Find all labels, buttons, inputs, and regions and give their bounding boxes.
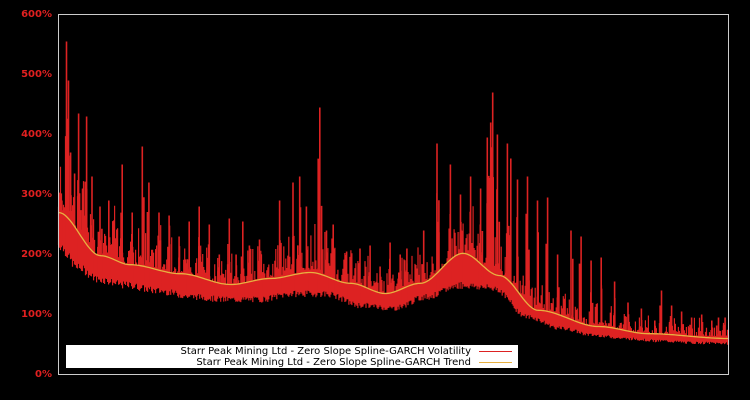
- y-tick-label: 100%: [21, 309, 52, 320]
- y-tick-label: 0%: [35, 369, 52, 380]
- y-tick-label: 400%: [21, 129, 52, 140]
- y-tick-label: 300%: [21, 189, 52, 200]
- legend-label: Starr Peak Mining Ltd - Zero Slope Splin…: [196, 357, 471, 368]
- legend-item-trend: Starr Peak Mining Ltd - Zero Slope Splin…: [196, 357, 512, 368]
- trend-line: [58, 211, 729, 340]
- legend-label: Starr Peak Mining Ltd - Zero Slope Splin…: [180, 346, 471, 357]
- volatility-series: [57, 41, 730, 345]
- legend-item-volatility: Starr Peak Mining Ltd - Zero Slope Splin…: [181, 346, 512, 357]
- legend-swatch-gold-line-icon: [479, 362, 512, 363]
- plot-frame: [58, 14, 729, 375]
- y-tick-label: 200%: [21, 249, 52, 260]
- y-tick-label: 600%: [21, 9, 52, 20]
- chart-legend: Starr Peak Mining Ltd - Zero Slope Splin…: [66, 345, 518, 368]
- legend-swatch-red-line-icon: [479, 351, 512, 352]
- y-tick-label: 500%: [21, 69, 52, 80]
